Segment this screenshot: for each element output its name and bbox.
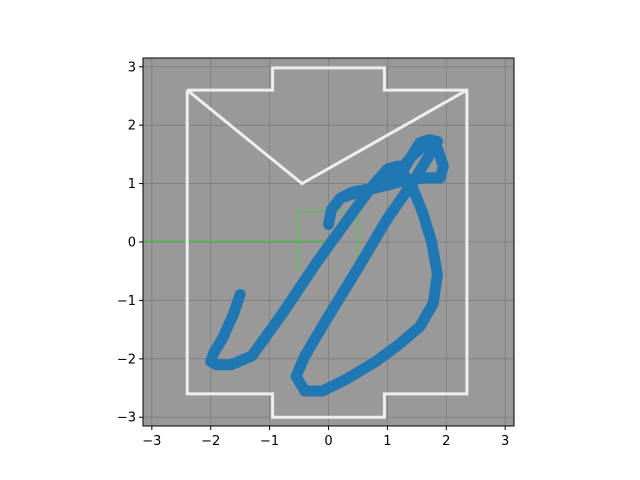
- y-tick-label: −1: [117, 294, 136, 309]
- x-tick-label: 0: [324, 434, 332, 449]
- outline-v-shape: [186, 88, 468, 186]
- y-tick-label: 3: [128, 60, 136, 75]
- y-axis: −3 −2 −1 0 1 2 3: [117, 60, 143, 426]
- outline-shape: [185, 66, 469, 419]
- y-tick-label: −3: [117, 411, 136, 426]
- series-line: [205, 134, 449, 397]
- y-tick-label: 2: [128, 119, 136, 134]
- x-tick-label: 3: [501, 434, 509, 449]
- y-tick-label: −2: [117, 352, 136, 367]
- x-axis: −3 −2 −1 0 1 2 3: [142, 426, 509, 449]
- series-layer: [205, 134, 449, 397]
- x-tick-label: 2: [442, 434, 450, 449]
- y-tick-label: 0: [128, 236, 136, 251]
- x-tick-label: 1: [383, 434, 391, 449]
- x-tick-label: −3: [142, 434, 161, 449]
- x-tick-label: −2: [201, 434, 220, 449]
- y-tick-label: 1: [128, 177, 136, 192]
- x-tick-label: −1: [260, 434, 279, 449]
